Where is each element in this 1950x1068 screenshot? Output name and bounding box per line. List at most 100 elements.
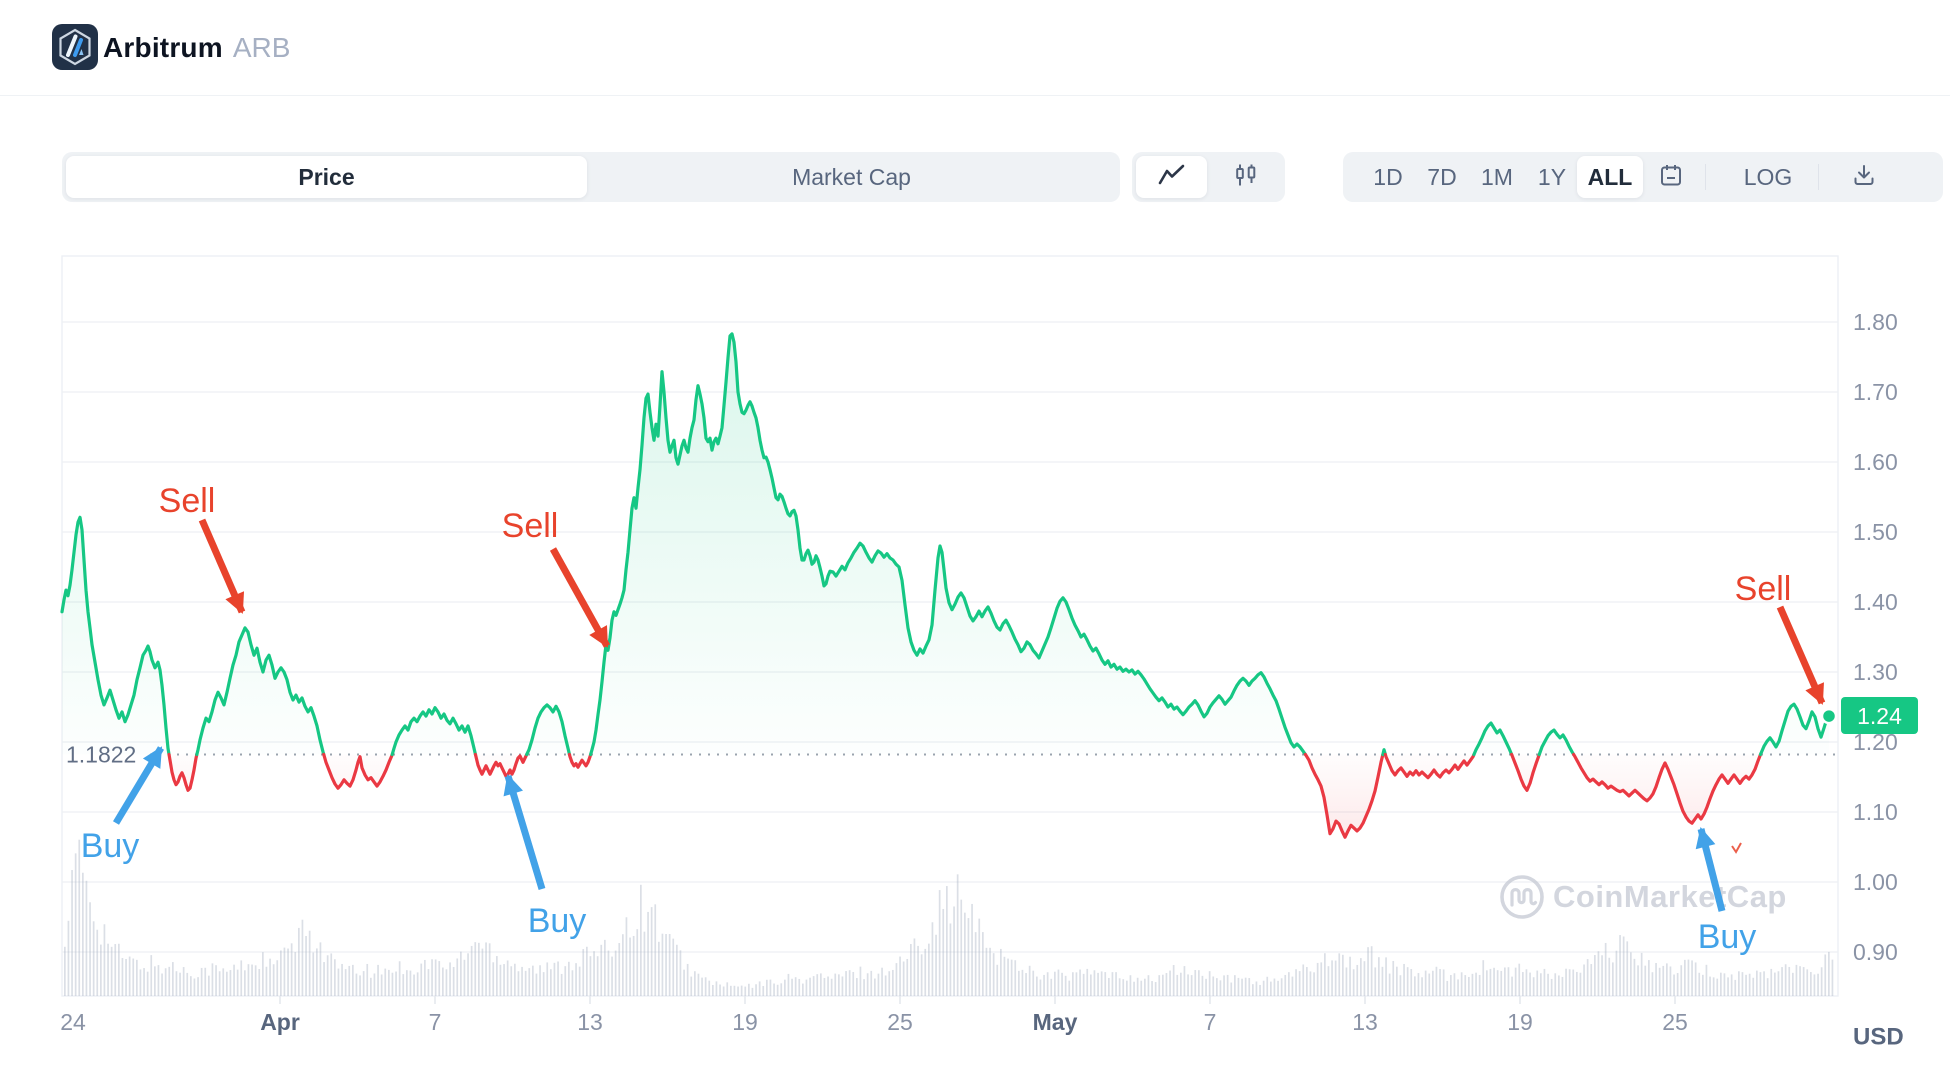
volume-bar	[1633, 958, 1636, 996]
area-fill-down	[1385, 754, 1474, 778]
volume-bar	[1223, 975, 1225, 996]
volume-bar	[676, 944, 678, 996]
volume-bar	[1014, 960, 1017, 996]
volume-bar	[128, 956, 131, 996]
volume-bar	[1010, 959, 1013, 996]
price-tab[interactable]: Price	[66, 156, 587, 198]
volume-bar	[1709, 976, 1711, 996]
volume-bar	[1032, 970, 1035, 996]
volume-bar	[985, 947, 988, 996]
volume-bar	[1136, 977, 1139, 996]
volume-bar	[175, 971, 178, 996]
log-scale-button[interactable]: LOG	[1743, 163, 1793, 190]
volume-bar	[380, 974, 383, 996]
volume-bar	[226, 971, 228, 996]
volume-bar	[1788, 966, 1791, 996]
volume-bar	[553, 962, 556, 996]
volume-bar	[1608, 957, 1611, 996]
volume-bar	[564, 966, 567, 996]
volume-bar	[805, 979, 808, 996]
line-chart-button[interactable]	[1136, 156, 1207, 198]
buy-arrow-6	[1695, 827, 1726, 912]
download-button[interactable]	[1841, 152, 1887, 202]
volume-bar	[391, 972, 394, 996]
volume-bar	[722, 986, 725, 996]
volume-bar	[1133, 981, 1135, 996]
volume-bar	[1291, 976, 1294, 996]
volume-bar	[82, 872, 84, 996]
range-1y[interactable]: 1Y	[1537, 163, 1567, 190]
candlestick-chart-button[interactable]	[1211, 156, 1281, 198]
y-axis-label: 1.80	[1853, 309, 1898, 335]
buy-annotation-label: Buy	[81, 827, 140, 865]
volume-bar	[1655, 963, 1657, 996]
volume-bar	[787, 973, 790, 996]
volume-bar	[125, 959, 127, 996]
volume-bar	[701, 977, 703, 996]
y-axis-label: 1.10	[1853, 799, 1898, 825]
volume-bar	[1594, 955, 1596, 996]
volume-bar	[211, 963, 214, 996]
volume-bar	[550, 969, 552, 996]
volume-bar	[1806, 969, 1809, 996]
volume-bar	[1597, 951, 1600, 996]
market-cap-tab[interactable]: Market Cap	[792, 163, 911, 190]
volume-bar	[658, 941, 660, 996]
volume-bar	[935, 934, 937, 996]
volume-bar	[1421, 977, 1423, 996]
volume-bar	[348, 965, 351, 996]
volume-bar	[1187, 974, 1189, 996]
volume-bar	[1216, 978, 1218, 996]
volume-bar	[1054, 971, 1056, 996]
volume-bar	[1774, 972, 1776, 996]
volume-bar	[1144, 978, 1146, 996]
volume-bar	[1748, 973, 1751, 996]
volume-bar	[1090, 974, 1092, 996]
volume-bar	[1302, 964, 1305, 996]
volume-bar	[730, 985, 732, 996]
volume-bar	[1612, 962, 1614, 996]
volume-bar	[467, 953, 469, 996]
volume-bar	[1741, 972, 1744, 996]
range-1m[interactable]: 1M	[1481, 163, 1513, 190]
volume-bar	[146, 971, 149, 996]
volume-bar	[1061, 972, 1063, 996]
volume-bar	[312, 952, 315, 996]
volume-bar	[1140, 980, 1143, 996]
y-axis-label: 1.40	[1853, 589, 1898, 615]
range-1d[interactable]: 1D	[1373, 163, 1403, 190]
volume-bar	[1676, 973, 1679, 996]
range-all[interactable]: ALL	[1577, 156, 1643, 198]
volume-bar	[1039, 979, 1042, 996]
volume-bar	[319, 942, 322, 996]
volume-bar	[398, 961, 401, 996]
volume-bar	[622, 934, 624, 996]
volume-bar	[136, 959, 138, 996]
volume-bar	[946, 886, 948, 996]
volume-bar	[1550, 978, 1553, 996]
volume-bar	[1518, 963, 1521, 996]
volume-bar	[1230, 982, 1233, 996]
volume-bar	[377, 964, 379, 996]
volume-bar	[1673, 974, 1675, 996]
volume-bar	[434, 959, 437, 996]
volume-bar	[1752, 977, 1755, 996]
current-price-dot	[1820, 707, 1838, 725]
calendar-button[interactable]	[1648, 152, 1694, 202]
volume-bar	[481, 948, 484, 996]
volume-bar	[1360, 958, 1362, 996]
range-7d[interactable]: 7D	[1427, 163, 1457, 190]
baseline-price-label: 1.1822	[66, 741, 136, 767]
volume-bar	[359, 975, 361, 996]
volume-bar	[1295, 969, 1297, 996]
volume-bar	[1792, 972, 1794, 996]
volume-bar	[488, 943, 491, 996]
volume-bar	[172, 962, 174, 996]
volume-bar	[229, 970, 232, 996]
y-axis-label: 0.90	[1853, 939, 1898, 965]
volume-bar	[1151, 981, 1153, 996]
volume-bar	[1691, 960, 1693, 996]
volume-bar	[244, 970, 246, 996]
volume-bar	[1802, 967, 1805, 996]
